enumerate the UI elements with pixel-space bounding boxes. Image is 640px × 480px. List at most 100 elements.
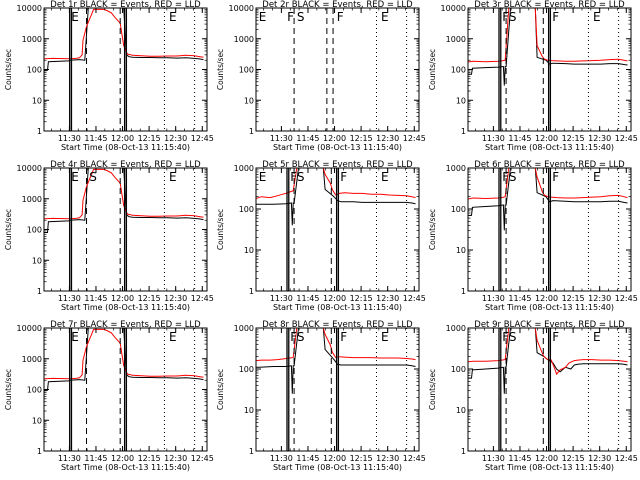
attenuator-state-label: E — [593, 10, 601, 24]
y-axis-label: Counts/sec — [428, 369, 437, 410]
plot-frame — [43, 327, 208, 452]
attenuator-state-label: F — [340, 170, 347, 184]
x-tick-label: 11:45 — [508, 454, 531, 463]
y-tick-label: 10000 — [441, 4, 466, 13]
x-tick-label: 12:30 — [164, 294, 187, 303]
x-tick-label: 12:15 — [562, 294, 585, 303]
y-axis-label: Counts/sec — [216, 49, 225, 90]
events-series-line — [256, 168, 416, 226]
y-tick-label: 1 — [461, 127, 466, 136]
x-tick-label: 12:30 — [588, 134, 611, 143]
x-tick-label: 12:15 — [138, 294, 161, 303]
attenuator-state-label: F — [552, 170, 559, 184]
x-tick-label: 12:30 — [588, 454, 611, 463]
y-tick-label: 1 — [37, 127, 42, 136]
y-tick-label: 1 — [461, 447, 466, 456]
lld-series-line — [256, 328, 416, 362]
x-tick-label: 11:30 — [270, 454, 293, 463]
panel-title: Det 9r BLACK = Events, RED = LLD — [474, 320, 625, 330]
y-tick-label: 1000 — [22, 195, 42, 204]
attenuator-state-label: F — [552, 10, 559, 24]
x-tick-label: 12:45 — [191, 294, 214, 303]
y-tick-label: 1 — [37, 447, 42, 456]
x-tick-label: 12:30 — [376, 294, 399, 303]
x-tick-label: 11:30 — [482, 454, 505, 463]
x-axis-label: Start Time (08-Oct-13 11:15:40) — [61, 303, 190, 312]
y-tick-label: 100 — [239, 205, 254, 214]
plot-frame — [43, 167, 208, 292]
attenuator-state-label: S — [89, 170, 97, 184]
y-tick-label: 10000 — [229, 4, 254, 13]
x-tick-label: 12:45 — [615, 134, 638, 143]
x-axis-label: Start Time (08-Oct-13 11:15:40) — [61, 143, 190, 152]
x-tick-label: 12:00 — [111, 454, 134, 463]
lld-series-line — [468, 8, 628, 63]
x-tick-label: 12:45 — [403, 454, 426, 463]
plot-frame — [43, 7, 208, 132]
x-tick-label: 12:15 — [350, 454, 373, 463]
x-axis-label: Start Time (08-Oct-13 11:15:40) — [485, 463, 614, 472]
y-axis-label: Counts/sec — [216, 369, 225, 410]
attenuator-state-label: F — [290, 330, 297, 344]
y-tick-label: 1 — [461, 287, 466, 296]
x-tick-label: 12:15 — [350, 294, 373, 303]
y-tick-label: 1000 — [22, 355, 42, 364]
x-tick-label: 12:00 — [535, 294, 558, 303]
x-tick-label: 12:30 — [376, 454, 399, 463]
y-tick-label: 10000 — [17, 4, 42, 13]
events-series-line — [44, 328, 204, 391]
y-tick-label: 100 — [27, 386, 42, 395]
events-series-line — [256, 328, 416, 394]
lld-series-line — [468, 168, 628, 200]
x-tick-label: 12:00 — [111, 294, 134, 303]
x-tick-label: 11:45 — [84, 454, 107, 463]
lld-series-line — [468, 328, 628, 376]
y-tick-label: 10 — [244, 246, 254, 255]
events-series-line — [468, 168, 628, 231]
y-tick-label: 100 — [27, 226, 42, 235]
attenuator-state-label: F — [337, 10, 344, 24]
y-tick-label: 1 — [249, 127, 254, 136]
x-tick-label: 11:30 — [58, 134, 81, 143]
y-tick-label: 10 — [32, 256, 42, 265]
panel-title: Det 1r BLACK = Events, RED = LLD — [50, 0, 201, 10]
y-tick-label: 100 — [451, 365, 466, 374]
attenuator-state-label: E — [169, 10, 177, 24]
plot-frame — [467, 167, 632, 292]
x-tick-label: 12:45 — [615, 454, 638, 463]
panel-title: Det 5r BLACK = Events, RED = LLD — [262, 160, 413, 170]
attenuator-state-label: E — [71, 10, 79, 24]
y-axis-label: Counts/sec — [428, 209, 437, 250]
y-tick-label: 1000 — [446, 324, 466, 333]
attenuator-state-label: S — [509, 10, 517, 24]
y-axis-label: Counts/sec — [4, 369, 13, 410]
y-tick-label: 10 — [244, 406, 254, 415]
attenuator-state-label: F — [502, 170, 509, 184]
y-tick-label: 10 — [244, 96, 254, 105]
panel-title: Det 3r BLACK = Events, RED = LLD — [474, 0, 625, 10]
lld-series-line — [44, 328, 204, 380]
y-tick-label: 10 — [456, 406, 466, 415]
x-tick-label: 12:45 — [403, 134, 426, 143]
x-tick-label: 12:00 — [323, 134, 346, 143]
panel-title: Det 8r BLACK = Events, RED = LLD — [262, 320, 413, 330]
attenuator-state-label: S — [509, 170, 517, 184]
x-tick-label: 12:30 — [164, 134, 187, 143]
y-tick-label: 10 — [32, 96, 42, 105]
y-axis-label: Counts/sec — [4, 209, 13, 250]
attenuator-state-label: S — [297, 170, 305, 184]
panel-title: Det 2r BLACK = Events, RED = LLD — [262, 0, 413, 10]
x-tick-label: 12:45 — [615, 294, 638, 303]
attenuator-state-label: E — [593, 170, 601, 184]
x-tick-label: 11:45 — [508, 134, 531, 143]
x-axis-label: Start Time (08-Oct-13 11:15:40) — [273, 143, 402, 152]
panel-title: Det 6r BLACK = Events, RED = LLD — [474, 160, 625, 170]
x-tick-label: 11:30 — [482, 134, 505, 143]
x-tick-label: 11:30 — [270, 294, 293, 303]
attenuator-state-label: E — [381, 330, 389, 344]
x-tick-label: 11:45 — [508, 294, 531, 303]
attenuator-state-label: S — [297, 330, 305, 344]
